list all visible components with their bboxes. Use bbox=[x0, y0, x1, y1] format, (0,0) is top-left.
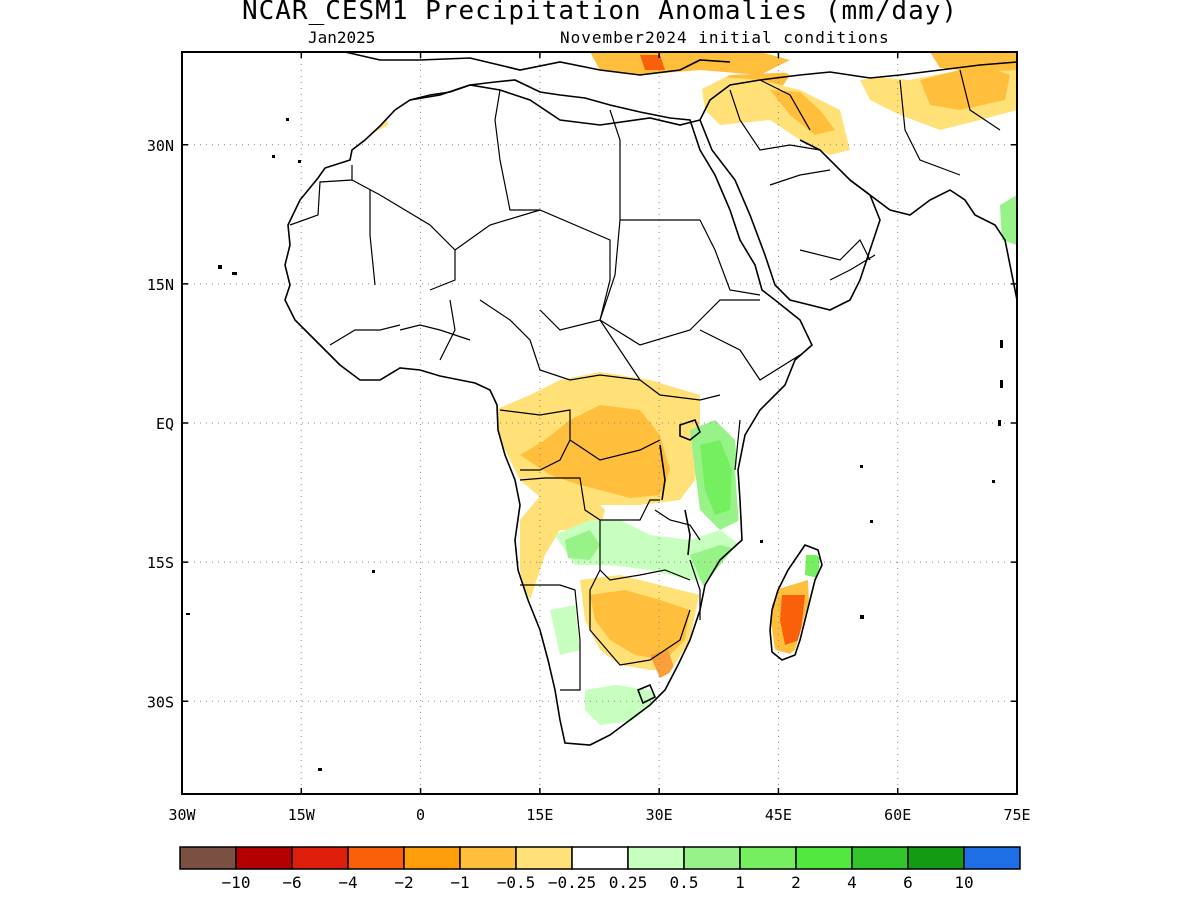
middle-east-dry bbox=[700, 75, 850, 155]
europe-coast bbox=[344, 52, 731, 76]
lon-tick-label: 30W bbox=[168, 806, 196, 824]
colorbar-swatch bbox=[739, 846, 797, 870]
central-africa-dry-core bbox=[520, 405, 670, 498]
map-title: NCAR_CESM1 Precipitation Anomalies (mm/d… bbox=[241, 0, 959, 26]
lat-tick-label: 30S bbox=[147, 693, 174, 711]
mediterranean-strip bbox=[590, 52, 790, 75]
lon-tick-label: 0 bbox=[416, 806, 425, 824]
southern-africa-dry-core bbox=[590, 590, 690, 660]
colorbar-label: −4 bbox=[338, 873, 357, 892]
africa-coastline bbox=[284, 79, 813, 746]
colorbar-label: −1 bbox=[450, 873, 469, 892]
colorbar-swatch bbox=[795, 846, 853, 870]
arabia-coast bbox=[849, 179, 1017, 301]
colorbar-swatch bbox=[571, 846, 629, 870]
colorbar-label: −2 bbox=[394, 873, 413, 892]
colorbar-label: 2 bbox=[791, 873, 801, 892]
islands bbox=[186, 118, 1003, 771]
colorbar-label: 4 bbox=[847, 873, 857, 892]
coastlines bbox=[284, 52, 1017, 746]
morocco-dry bbox=[345, 100, 388, 140]
lon-tick-label: 45E bbox=[765, 806, 792, 824]
lon-tick-label: 60E bbox=[884, 806, 911, 824]
middle-east-dry-core bbox=[770, 90, 835, 135]
lake-victoria bbox=[679, 419, 701, 441]
lat-tick-label: EQ bbox=[156, 415, 174, 433]
lon-tick-label: 15E bbox=[526, 806, 553, 824]
botswana-dry-spot bbox=[650, 650, 675, 678]
colorbar-label: −6 bbox=[282, 873, 301, 892]
colorbar-label: 0.25 bbox=[609, 873, 648, 892]
lon-tick-label: 15W bbox=[288, 806, 316, 824]
colorbar-label: 6 bbox=[903, 873, 913, 892]
colorbar-swatch bbox=[347, 846, 405, 870]
colorbar-swatch bbox=[515, 846, 573, 870]
east-africa-wet-core bbox=[700, 440, 732, 515]
axis-ticks: 30W 15W 0 15E 30E 45E 60E 75E 30N 15N EQ 15S 30S bbox=[147, 52, 1031, 824]
colorbar-swatch bbox=[627, 846, 685, 870]
namibia-wet bbox=[550, 605, 580, 655]
colorbar-swatch bbox=[459, 846, 517, 870]
india-wet bbox=[1000, 195, 1017, 245]
colorbar-swatch bbox=[179, 846, 237, 870]
colorbar-swatch bbox=[851, 846, 909, 870]
valid-month-label: Jan2025 bbox=[308, 28, 376, 47]
colorbar-label: 10 bbox=[954, 873, 973, 892]
lon-tick-label: 30E bbox=[646, 806, 673, 824]
madagascar-wet bbox=[805, 555, 820, 578]
lat-tick-label: 15S bbox=[147, 554, 174, 572]
colorbar-label: −0.5 bbox=[497, 873, 536, 892]
colorbar-swatch bbox=[235, 846, 293, 870]
angola-dry bbox=[520, 490, 605, 600]
colorbar-swatch bbox=[291, 846, 349, 870]
madagascar-coastline bbox=[769, 544, 823, 661]
lake-malawi bbox=[684, 509, 691, 556]
lake-tanganyika bbox=[659, 444, 666, 501]
colorbar-label: −0.25 bbox=[548, 873, 596, 892]
angola-zambia-wet bbox=[555, 520, 740, 580]
anomaly-field bbox=[345, 52, 1017, 725]
colorbar-label: −10 bbox=[222, 873, 251, 892]
init-conditions-label: November2024 initial conditions bbox=[560, 28, 890, 47]
colorbar-label: 0.5 bbox=[670, 873, 699, 892]
east-med-strip bbox=[930, 52, 1017, 72]
lat-tick-label: 15N bbox=[147, 276, 174, 294]
iran-dry-core bbox=[920, 65, 1010, 110]
colorbar: −10 −6 −4 −2 −1 −0.5 −0.25 0.25 0.5 1 2 4 6 10 bbox=[179, 846, 1021, 892]
lon-tick-label: 75E bbox=[1003, 806, 1030, 824]
colorbar-swatch bbox=[963, 846, 1021, 870]
lat-tick-label: 30N bbox=[147, 137, 174, 155]
madagascar-dry-core bbox=[780, 595, 805, 645]
colorbar-swatch bbox=[683, 846, 741, 870]
gridlines bbox=[182, 52, 1017, 794]
lesotho bbox=[636, 683, 657, 705]
country-borders bbox=[289, 69, 1001, 691]
mediterranean-coast bbox=[409, 61, 1017, 126]
colorbar-swatch bbox=[907, 846, 965, 870]
zambia-wet-core bbox=[565, 530, 600, 560]
colorbar-label: 1 bbox=[735, 873, 745, 892]
colorbar-swatch bbox=[403, 846, 461, 870]
